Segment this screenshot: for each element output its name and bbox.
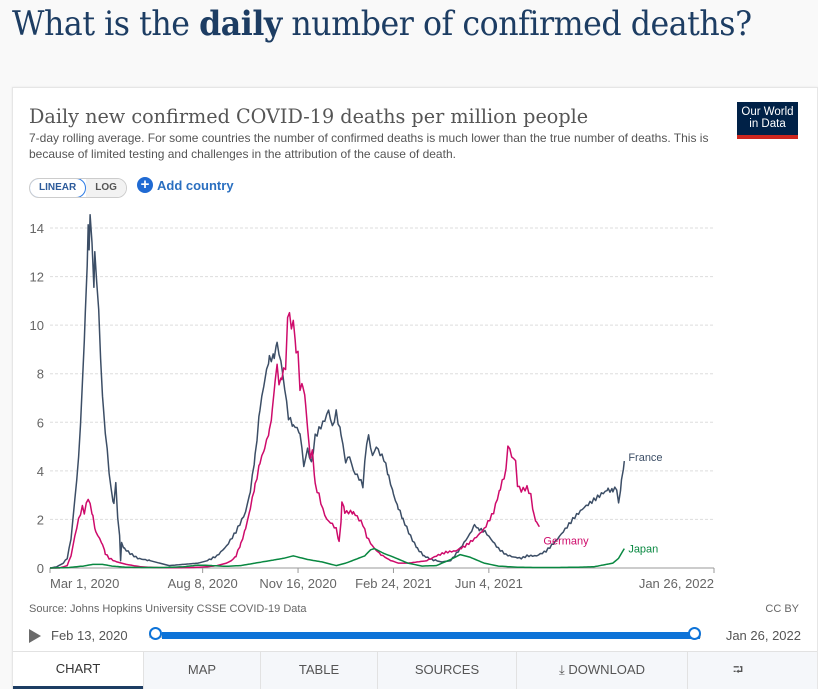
tab-map[interactable]: MAP [143, 652, 260, 689]
linear-scale-button[interactable]: LINEAR [29, 179, 87, 197]
x-tick-label: Jan 26, 2022 [639, 576, 714, 591]
line-chart: 0 2 4 6 8 10 12 14 Mar 1, 2020 Aug 8, 2020 Nov 16,… [30, 214, 715, 591]
logo-line-2: in Data [749, 118, 786, 130]
x-tick-label: Jun 4, 2021 [455, 576, 523, 591]
scale-toggle: LINEAR LOG [29, 178, 127, 198]
timeline-start-handle[interactable] [149, 627, 162, 640]
x-tick-label: Feb 24, 2021 [355, 576, 432, 591]
source-note[interactable]: Source: Johns Hopkins University CSSE CO… [29, 603, 307, 615]
share-icon: ⮒ [732, 662, 744, 677]
logo-line-1: Our World [741, 106, 794, 118]
log-scale-button[interactable]: LOG [86, 179, 126, 197]
chart-card: Daily new confirmed COVID-19 deaths per … [12, 87, 818, 689]
add-country-label: Add country [157, 177, 234, 193]
y-tick-label: 12 [30, 270, 44, 285]
series-label-germany: Germany [543, 536, 589, 548]
series-line-japan [50, 547, 625, 569]
x-tick-label: Aug 8, 2020 [168, 576, 238, 591]
heading-emphasis: daily [199, 4, 282, 44]
y-tick-label: 4 [37, 464, 44, 479]
series-line-germany [50, 311, 541, 569]
y-tick-label: 8 [37, 367, 44, 382]
y-tick-label: 14 [30, 221, 44, 236]
timeline-end-date: Jan 26, 2022 [725, 628, 801, 643]
y-tick-label: 2 [37, 512, 44, 527]
timeline: Feb 13, 2020 Jan 26, 2022 [29, 626, 801, 646]
x-tick-label: Nov 16, 2020 [259, 576, 336, 591]
play-icon[interactable] [29, 629, 41, 643]
timeline-start-date: Feb 13, 2020 [51, 628, 128, 643]
license-link[interactable]: CC BY [765, 603, 799, 615]
tab-sources[interactable]: SOURCES [377, 652, 516, 689]
series-label-france: France [628, 452, 662, 464]
timeline-end-handle[interactable] [688, 627, 701, 640]
page-heading: What is the daily number of confirmed de… [12, 4, 752, 44]
y-tick-label: 6 [37, 415, 44, 430]
tab-share[interactable]: ⮒ [687, 652, 788, 689]
series-label-japan: Japan [628, 544, 658, 556]
plus-circle-icon: + [137, 177, 153, 193]
chart-title: Daily new confirmed COVID-19 deaths per … [29, 104, 589, 128]
download-label: DOWNLOAD [568, 662, 645, 677]
tab-download[interactable]: ⤓ DOWNLOAD [516, 652, 687, 689]
owid-logo[interactable]: Our World in Data [737, 102, 798, 139]
add-country-button[interactable]: + Add country [137, 177, 234, 193]
tab-table[interactable]: TABLE [260, 652, 377, 689]
download-icon: ⤓ [559, 662, 565, 677]
heading-text: What is the [12, 4, 200, 44]
heading-text-end: number of confirmed deaths? [281, 4, 752, 44]
chart-subtitle: 7-day rolling average. For some countrie… [29, 131, 709, 161]
tab-chart[interactable]: CHART [13, 652, 143, 689]
x-tick-label: Mar 1, 2020 [50, 576, 119, 591]
y-tick-label: 0 [37, 561, 44, 576]
series-line-france [49, 214, 626, 569]
view-tabs: CHART MAP TABLE SOURCES ⤓ DOWNLOAD ⮒ [13, 651, 817, 689]
timeline-selected-range [162, 632, 700, 639]
y-tick-label: 10 [30, 318, 44, 333]
